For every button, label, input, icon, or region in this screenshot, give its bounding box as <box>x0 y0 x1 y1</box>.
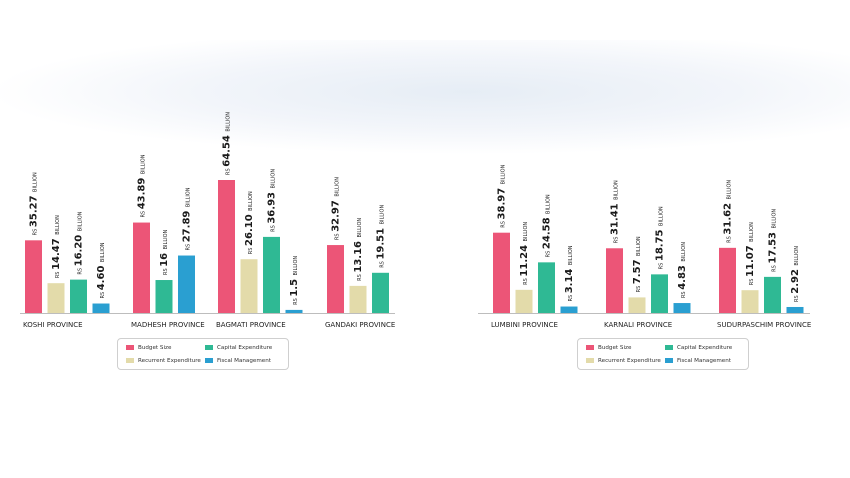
legend-item: Recurrent Expenditure <box>126 354 205 367</box>
category-label: LUMBINI PROVINCE <box>491 321 558 329</box>
bar <box>628 297 646 313</box>
legend-item: Recurrent Expenditure <box>586 354 665 367</box>
data-label: RS 18.75 BILLION <box>655 206 666 269</box>
data-label: RS 4.83 BILLION <box>677 242 688 298</box>
legend-swatch <box>205 358 213 363</box>
data-label: RS 26.10 BILLION <box>244 191 255 254</box>
bar <box>218 180 235 313</box>
category-label: MADHESH PROVINCE <box>131 321 205 329</box>
bar <box>372 272 389 313</box>
legend-swatch <box>665 358 673 363</box>
legend-left: Budget Size Capital Expenditure Recurrent … <box>117 338 289 370</box>
legend-label: Fiscal Management <box>677 357 731 364</box>
legend-swatch <box>586 358 594 363</box>
data-label: RS 11.24 BILLION <box>519 222 530 285</box>
legend-label: Recurrent Expenditure <box>138 357 201 364</box>
bar <box>606 248 623 313</box>
data-label: RS 27.89 BILLION <box>182 187 193 250</box>
data-label: RS 2.92 BILLION <box>790 246 801 302</box>
bar <box>327 245 344 313</box>
category-label: BAGMATI PROVINCE <box>216 321 286 329</box>
data-label: RS 31.62 BILLION <box>723 180 734 243</box>
data-label: RS 19.51 BILLION <box>376 205 387 268</box>
category-label: KOSHI PROVINCE <box>23 321 83 329</box>
legend-swatch <box>126 358 134 363</box>
data-label: RS 1.5 BILLION <box>289 256 300 305</box>
legend-label: Capital Expenditure <box>217 344 273 351</box>
data-label: RS 64.54 BILLION <box>222 112 233 175</box>
category-label: KARNALI PROVINCE <box>604 321 672 329</box>
data-label: RS 31.41 BILLION <box>610 180 621 243</box>
legend-item: Fiscal Management <box>665 354 744 367</box>
data-label: RS 3.14 BILLION <box>564 245 575 301</box>
category-label: SUDURPASCHIM PROVINCE <box>717 321 811 329</box>
bar <box>741 290 759 313</box>
bar <box>25 240 42 313</box>
legend-swatch <box>586 345 594 350</box>
legend-label: Fiscal Management <box>217 357 271 364</box>
bar <box>155 280 173 313</box>
bar <box>133 222 150 313</box>
legend-right: Budget Size Capital Expenditure Recurrent … <box>577 338 749 370</box>
legend-swatch <box>205 345 213 350</box>
bar <box>70 279 87 313</box>
sky-background <box>0 40 850 170</box>
data-label: RS 43.89 BILLION <box>137 154 148 217</box>
data-label: RS 32.97 BILLION <box>331 177 342 240</box>
bar <box>651 274 668 313</box>
bar <box>349 285 367 313</box>
legend-label: Capital Expenditure <box>677 344 733 351</box>
data-label: RS 4.60 BILLION <box>96 242 107 298</box>
data-label: RS 7.57 BILLION <box>632 236 643 292</box>
legend-label: Budget Size <box>138 344 172 351</box>
data-label: RS 38.97 BILLION <box>497 164 508 227</box>
legend-item: Budget Size <box>126 341 205 354</box>
data-label: RS 16.20 BILLION <box>74 211 85 274</box>
bar <box>285 309 303 313</box>
legend-item: Capital Expenditure <box>205 341 284 354</box>
legend-item: Budget Size <box>586 341 665 354</box>
data-label: RS 35.27 BILLION <box>29 172 40 235</box>
data-label: RS 11.07 BILLION <box>745 222 756 285</box>
data-label: RS 24.58 BILLION <box>542 194 553 257</box>
bar <box>786 306 804 313</box>
bar <box>240 259 258 313</box>
bar <box>515 289 533 313</box>
bar <box>719 247 736 313</box>
bar <box>92 303 110 313</box>
bar <box>263 236 280 313</box>
bar <box>560 306 578 313</box>
legend-item: Fiscal Management <box>205 354 284 367</box>
category-label: GANDAKI PROVINCE <box>325 321 395 329</box>
legend-item: Capital Expenditure <box>665 341 744 354</box>
legend-label: Recurrent Expenditure <box>598 357 661 364</box>
data-label: RS 16 BILLION <box>159 229 170 275</box>
bar <box>673 303 691 313</box>
bar <box>538 262 555 313</box>
bar <box>493 232 510 313</box>
legend-swatch <box>665 345 673 350</box>
legend-swatch <box>126 345 134 350</box>
bar <box>47 283 65 313</box>
bar <box>178 255 195 313</box>
data-label: RS 36.93 BILLION <box>267 169 278 232</box>
legend-label: Budget Size <box>598 344 632 351</box>
data-label: RS 13.16 BILLION <box>353 218 364 281</box>
data-label: RS 14.47 BILLION <box>51 215 62 278</box>
data-label: RS 17.53 BILLION <box>768 209 779 272</box>
bar <box>764 276 781 313</box>
